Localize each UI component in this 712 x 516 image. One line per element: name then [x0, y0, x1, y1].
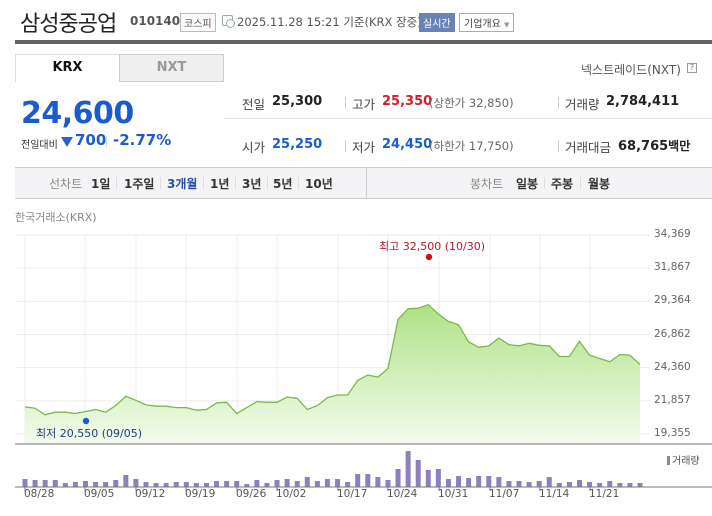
chevron-down-icon: ▼ [504, 21, 510, 29]
period-10y[interactable]: 10년 [305, 177, 333, 191]
header-divider [15, 40, 712, 44]
tab-krx[interactable]: KRX [15, 54, 120, 82]
high-value: 25,350 [382, 94, 433, 109]
divider [558, 140, 559, 152]
x-tick-label: 10/31 [438, 488, 469, 500]
company-info-dropdown[interactable]: 기업개요 ▼ [459, 13, 515, 32]
period-bar [15, 167, 712, 199]
prev-close-label: 전일 [242, 97, 266, 112]
candle-chart-label: 봉차트 [470, 177, 504, 191]
x-tick-label: 09/26 [236, 488, 267, 500]
divider [345, 140, 346, 152]
x-tick-label: 08/28 [24, 488, 55, 500]
high-label: 고가 [352, 97, 376, 112]
divider [345, 97, 346, 109]
divider [203, 177, 204, 189]
period-1d[interactable]: 1일 [91, 177, 111, 191]
low-marker [82, 417, 90, 425]
chart-exchange-label: 한국거래소(KRX) [15, 211, 97, 224]
divider [366, 167, 367, 199]
help-icon[interactable]: ? [687, 63, 697, 73]
current-price: 24,600 [21, 96, 134, 131]
low-annotation: 최저 20,550 (09/05) [36, 427, 143, 440]
volume-label: 거래량 [565, 97, 600, 112]
low-label: 저가 [352, 140, 376, 155]
high-annotation: 최고 32,500 (10/30) [379, 240, 486, 253]
nextrade-link[interactable]: 넥스트레이드(NXT) [581, 63, 681, 77]
period-5y[interactable]: 5년 [273, 177, 293, 191]
high-marker [425, 253, 433, 261]
y-tick-label: 29,364 [654, 294, 691, 307]
y-tick-label: 26,862 [654, 327, 691, 340]
period-1y[interactable]: 1년 [210, 177, 230, 191]
divider [235, 177, 236, 189]
line-chart-label: 선차트 [49, 177, 83, 191]
x-tick-label: 10/02 [276, 488, 307, 500]
open-value: 25,250 [272, 137, 323, 152]
x-tick-label: 11/07 [489, 488, 520, 500]
candle-monthly[interactable]: 월봉 [588, 177, 611, 191]
tab-nxt[interactable]: NXT [119, 54, 224, 82]
divider [160, 177, 161, 189]
divider [116, 177, 117, 189]
x-tick-label: 11/21 [589, 488, 620, 500]
x-tick-label: 09/05 [84, 488, 115, 500]
timestamp: 2025.11.28 15:21 기준(KRX 장중) [237, 15, 422, 29]
x-tick-label: 09/19 [185, 488, 216, 500]
prev-close-value: 25,300 [272, 94, 323, 109]
y-tick-label: 21,857 [654, 393, 691, 406]
price-change: 700 [75, 131, 107, 149]
period-3y[interactable]: 3년 [242, 177, 262, 191]
open-label: 시가 [242, 140, 266, 155]
upper-limit: (상한가 32,850) [429, 96, 514, 110]
divider [106, 136, 107, 148]
amount-label: 거래대금 [565, 140, 612, 155]
x-tick-label: 11/14 [539, 488, 570, 500]
candle-daily[interactable]: 일봉 [516, 177, 539, 191]
y-tick-label: 34,369 [654, 228, 691, 240]
period-3m[interactable]: 3개월 [167, 177, 198, 191]
realtime-button[interactable]: 실시간 [419, 13, 455, 32]
volume-value: 2,784,411 [606, 94, 680, 109]
x-tick-label: 09/12 [135, 488, 166, 500]
market-badge: 코스피 [180, 13, 216, 32]
period-1w[interactable]: 1주일 [124, 177, 155, 191]
change-percent: -2.77% [113, 131, 172, 149]
y-tick-label: 31,867 [654, 261, 691, 274]
x-tick-label: 10/17 [337, 488, 368, 500]
lower-limit: (하한가 17,750) [429, 139, 514, 153]
row-divider [224, 118, 712, 119]
low-value: 24,450 [382, 137, 433, 152]
stock-code: 010140 [130, 14, 181, 28]
down-arrow-icon [61, 137, 73, 147]
divider [298, 177, 299, 189]
change-label: 전일대비 [21, 140, 58, 151]
candle-weekly[interactable]: 주봉 [551, 177, 574, 191]
divider [267, 177, 268, 189]
amount-value: 68,765백만 [618, 139, 691, 154]
volume-legend: 거래량 [667, 452, 700, 467]
divider [580, 177, 581, 189]
y-tick-label: 19,355 [654, 427, 691, 439]
stock-name: 삼성중공업 [20, 12, 117, 37]
divider [558, 97, 559, 109]
divider [544, 177, 545, 189]
y-tick-label: 24,360 [654, 360, 691, 373]
x-tick-label: 10/24 [387, 488, 418, 500]
clock-icon [222, 15, 235, 28]
